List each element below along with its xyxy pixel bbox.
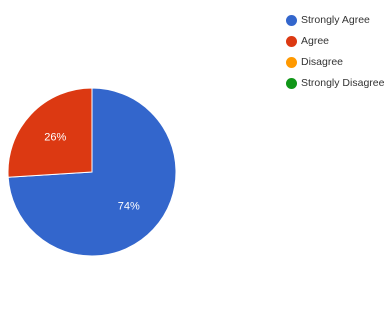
legend-item-strongly-disagree: Strongly Disagree [286,73,392,93]
legend-swatch-disagree [286,56,297,68]
legend-label-agree: Agree [301,35,330,47]
legend-label-disagree: Disagree [301,56,344,68]
legend-item-agree: Agree [286,31,392,51]
legend: Strongly Agree Agree Disagree Strongly D… [286,10,392,94]
legend-label-strongly-disagree: Strongly Disagree [301,77,385,89]
pie-slice-agree [7,87,93,178]
legend-item-disagree: Disagree [286,52,392,72]
legend-swatch-strongly-disagree [286,77,297,89]
legend-swatch-agree [286,35,297,47]
legend-label-strongly-agree: Strongly Agree [301,14,370,26]
pie-label-agree: 26% [44,131,66,143]
legend-item-strongly-agree: Strongly Agree [286,10,392,30]
pie-chart-svg: 74% 26% [7,87,177,257]
legend-swatch-strongly-agree [286,14,297,26]
pie-label-strongly-agree: 74% [118,200,140,212]
